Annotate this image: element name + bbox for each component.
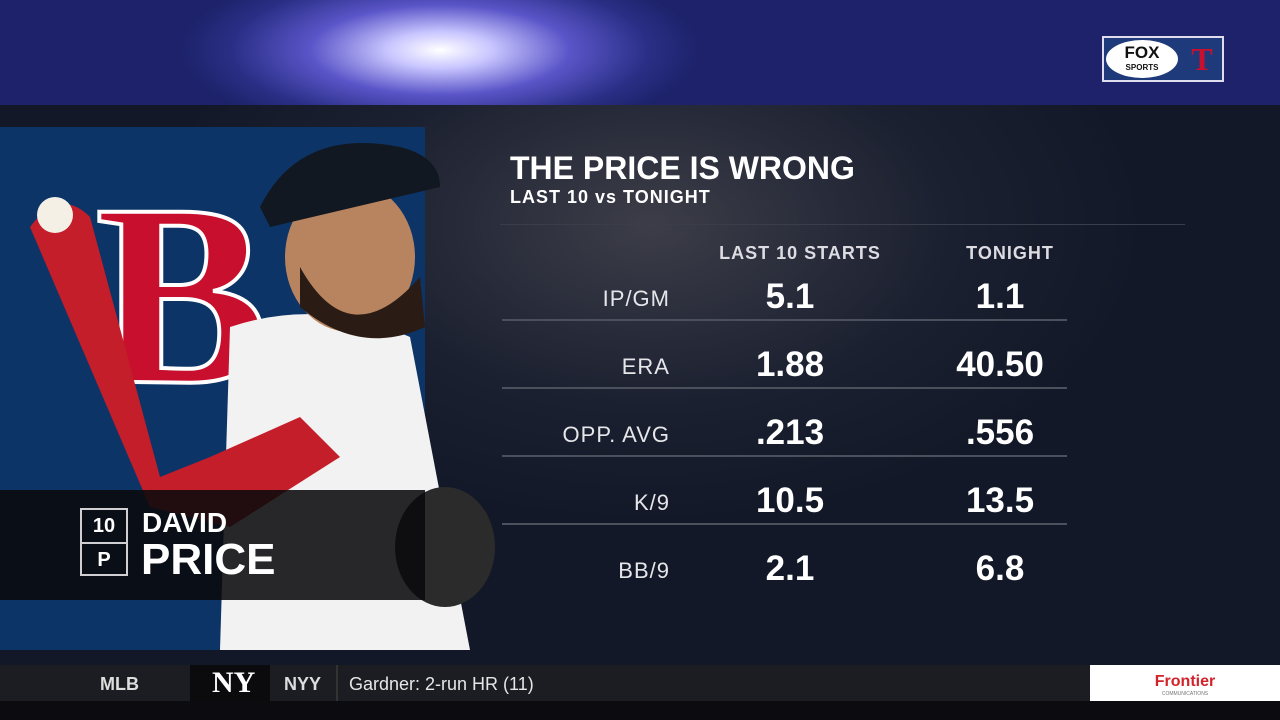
- row-label: IP/GM: [602, 286, 670, 311]
- ticker-base: [0, 701, 1280, 720]
- ball: [37, 197, 73, 233]
- column-header: TONIGHT: [966, 243, 1054, 263]
- row-separator: [502, 319, 1067, 321]
- column-header: LAST 10 STARTS: [719, 243, 881, 263]
- stat-value: 13.5: [965, 481, 1035, 520]
- fox-logo: FOX SPORTS: [1106, 40, 1178, 78]
- jersey-number: 10: [82, 510, 126, 544]
- stat-value: 40.50: [956, 345, 1044, 384]
- row-separator: [502, 455, 1067, 457]
- arm: [30, 204, 340, 527]
- stat-value: 1.88: [755, 345, 825, 384]
- stat-value: 1.1: [975, 277, 1025, 316]
- first-name: DAVID: [142, 507, 228, 538]
- stat-value: 2.1: [765, 549, 815, 588]
- number-box: 10 P: [80, 508, 128, 576]
- row-separator: [502, 387, 1067, 389]
- position: P: [97, 549, 111, 571]
- league: MLB: [100, 674, 139, 694]
- team-abbr: NYY: [284, 674, 322, 694]
- row-label: K/9: [633, 490, 670, 515]
- fox-text: FOX: [1124, 43, 1160, 62]
- title-rule: [500, 224, 1185, 225]
- row-separator: [502, 523, 1067, 525]
- name-bar: [0, 490, 425, 600]
- row-label: BB/9: [618, 558, 670, 583]
- stat-value: .556: [965, 413, 1035, 452]
- ticker-divider: [336, 665, 338, 701]
- cap: [260, 143, 440, 227]
- stat-value: .213: [755, 413, 825, 452]
- stat-value: 6.8: [975, 549, 1025, 588]
- row-label: OPP. AVG: [562, 422, 670, 447]
- row-label: ERA: [621, 354, 670, 379]
- beard: [300, 267, 425, 339]
- sports-text: SPORTS: [1125, 63, 1159, 72]
- stat-value: 10.5: [755, 481, 825, 520]
- title: THE PRICE IS WRONG: [510, 150, 855, 186]
- team-logo: T: [1191, 41, 1213, 77]
- subtitle: LAST 10 vs TONIGHT: [510, 187, 711, 207]
- network-bug: FOX SPORTS T: [1102, 36, 1224, 82]
- headline: Gardner: 2-run HR (11): [349, 674, 534, 694]
- stadium-lights: [0, 0, 1280, 105]
- last-name: PRICE: [141, 535, 276, 584]
- sponsor: Frontier COMMUNICATIONS: [1090, 665, 1280, 701]
- sponsor-sub: COMMUNICATIONS: [1161, 691, 1209, 697]
- stat-value: 5.1: [765, 277, 815, 316]
- sponsor-name: Frontier: [1154, 673, 1216, 690]
- team-logo-box: [190, 665, 270, 701]
- ny-logo: NY: [212, 666, 256, 699]
